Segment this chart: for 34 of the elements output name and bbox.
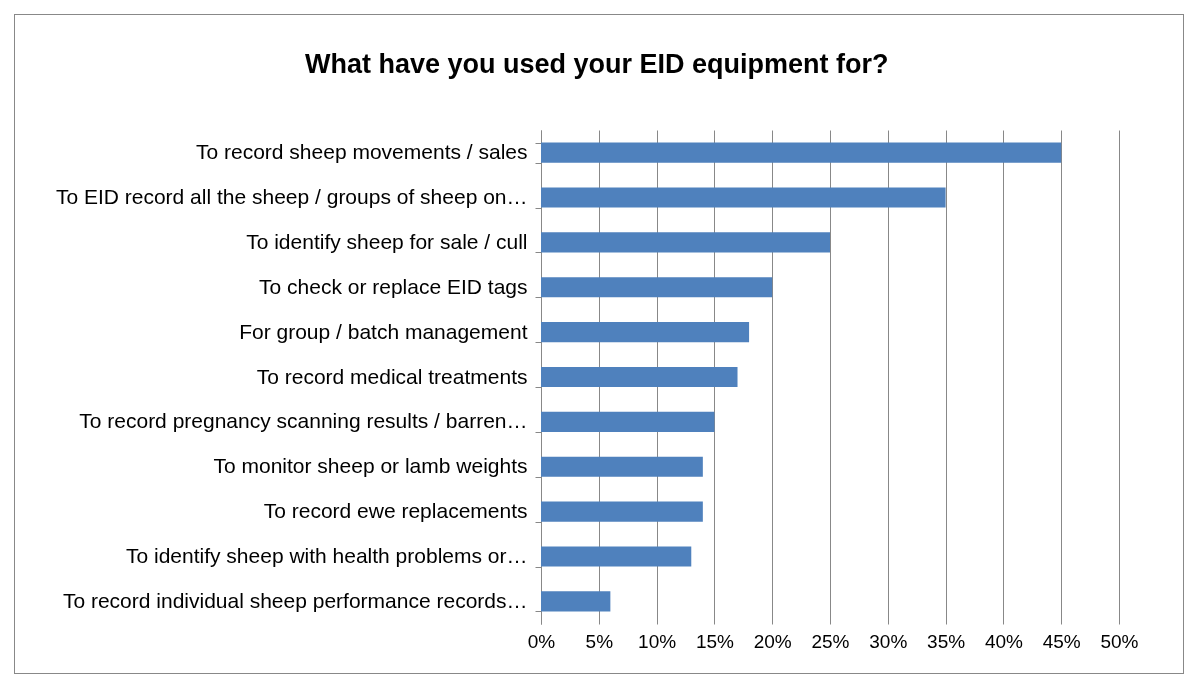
bar	[541, 142, 1062, 163]
y-tick-label: To record individual sheep performance records…	[62, 588, 528, 612]
chart-title: What have you used your EID equipment for?	[304, 49, 889, 79]
x-tick-label: 40%	[984, 630, 1024, 652]
x-tick-label: 5%	[585, 630, 614, 652]
y-tick-label: To identify sheep for sale / cull	[246, 229, 528, 253]
y-tick-label: To EID record all the sheep / groups of sheep on…	[55, 185, 528, 209]
bar	[541, 277, 773, 298]
x-tick-label: 10%	[638, 630, 677, 652]
bar	[541, 187, 946, 208]
bar	[541, 456, 703, 477]
y-tick-label: To identify sheep with health problems or…	[125, 543, 528, 567]
x-tick-label: 20%	[753, 630, 792, 652]
y-tick-label: To record sheep movements / sales	[196, 140, 528, 164]
y-tick-label: To record ewe replacements	[263, 499, 528, 523]
y-tick-label: For group / batch management	[239, 319, 528, 343]
bar	[541, 591, 611, 612]
x-tick-label: 30%	[869, 630, 908, 652]
bar	[541, 411, 715, 432]
x-tick-label: 15%	[695, 630, 735, 652]
bar	[541, 232, 830, 253]
x-tick-label: 45%	[1042, 630, 1081, 652]
y-tick-label: To record medical treatments	[256, 364, 528, 388]
y-tick-label: To check or replace EID tags	[259, 274, 528, 298]
bar	[541, 501, 703, 522]
x-tick-label: 50%	[1100, 630, 1139, 652]
x-tick-label: 0%	[527, 630, 556, 652]
x-tick-label: 25%	[811, 630, 850, 652]
bar	[541, 322, 750, 343]
bar	[541, 546, 692, 567]
y-tick-label: To monitor sheep or lamb weights	[213, 454, 528, 478]
y-tick-label: To record pregnancy scanning results / barren…	[79, 409, 528, 433]
x-tick-label: 35%	[927, 630, 966, 652]
bar	[541, 366, 738, 388]
